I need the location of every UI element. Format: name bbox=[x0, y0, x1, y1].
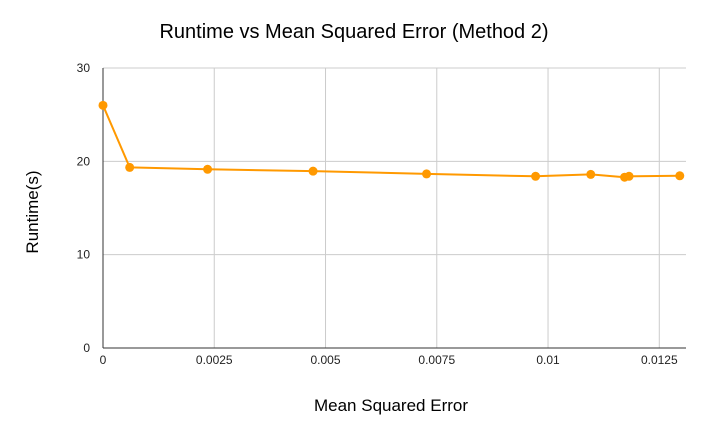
series-line bbox=[102, 104, 680, 179]
y-tick-label: 30 bbox=[77, 61, 91, 75]
x-tick-label: 0.005 bbox=[311, 353, 341, 367]
y-tick-label: 10 bbox=[77, 248, 91, 262]
data-point bbox=[125, 162, 135, 172]
axes bbox=[102, 68, 686, 349]
x-tick-label: 0.01 bbox=[536, 353, 560, 367]
y-tick-label: 20 bbox=[77, 154, 91, 168]
chart-title: Runtime vs Mean Squared Error (Method 2) bbox=[159, 21, 549, 43]
data-point bbox=[586, 169, 596, 179]
x-tick-label: 0.0025 bbox=[196, 353, 233, 367]
data-point bbox=[308, 166, 318, 176]
tick-labels: 0 10 20 30 0 0.0025 0.005 0.0075 0.01 0.0125 bbox=[77, 61, 678, 367]
series-group bbox=[98, 100, 685, 182]
data-point bbox=[531, 171, 541, 181]
data-point bbox=[675, 171, 685, 181]
data-point bbox=[422, 169, 432, 179]
x-tick-label: 0.0075 bbox=[418, 353, 455, 367]
data-point bbox=[98, 100, 108, 110]
x-tick-label: 0.0125 bbox=[641, 353, 678, 367]
y-tick-label: 0 bbox=[83, 341, 90, 355]
data-point bbox=[203, 164, 213, 174]
grid-lines bbox=[103, 67, 686, 348]
data-point bbox=[624, 171, 634, 181]
x-tick-label: 0 bbox=[100, 353, 107, 367]
x-axis-title: Mean Squared Error bbox=[313, 396, 469, 415]
